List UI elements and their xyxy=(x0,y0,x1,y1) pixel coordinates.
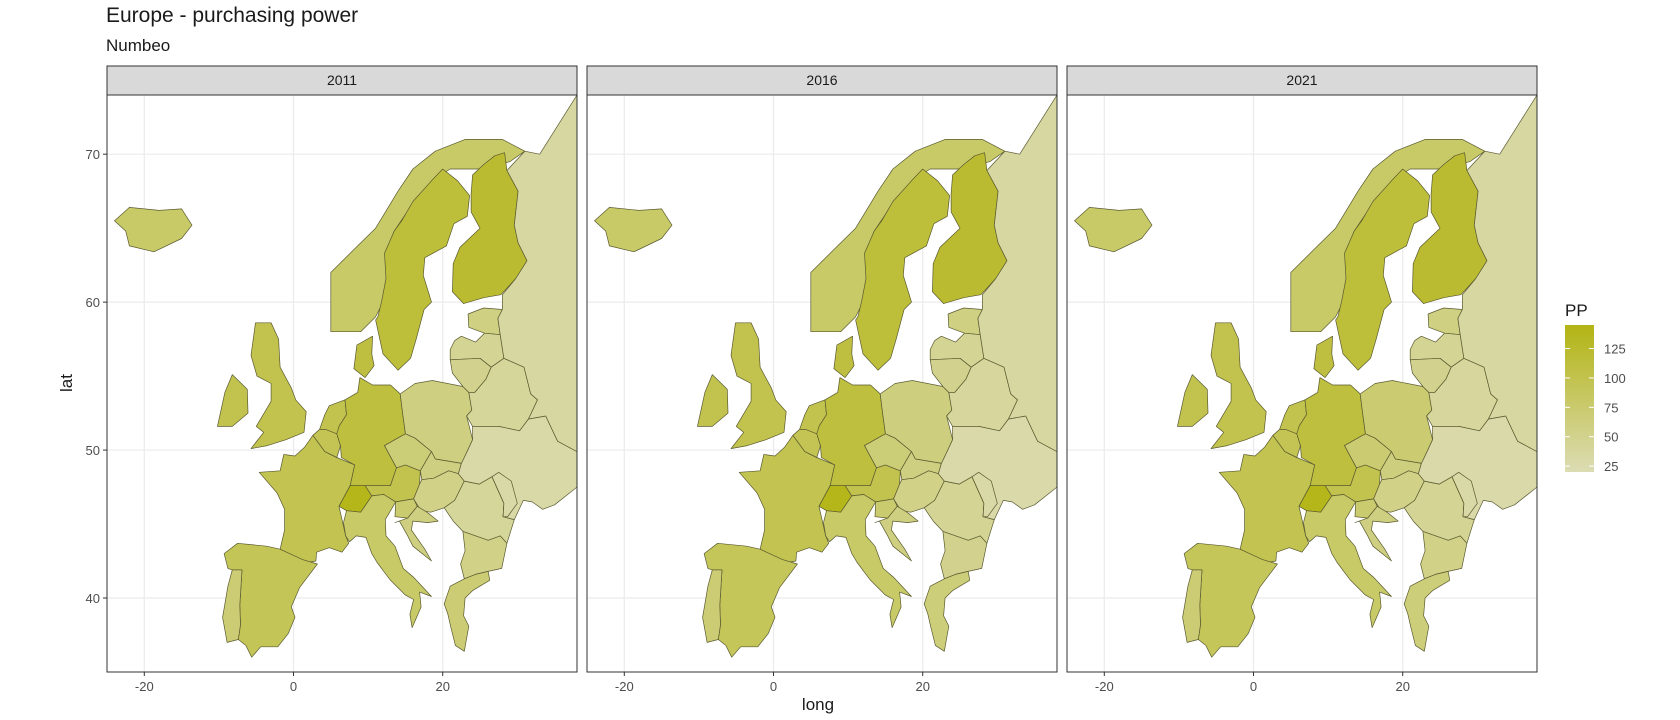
country-portugal xyxy=(702,569,723,643)
x-tick-label: 0 xyxy=(770,679,777,694)
y-axis-title: lat xyxy=(57,374,76,392)
country-denmark xyxy=(1313,335,1335,378)
country-italy xyxy=(1303,494,1392,628)
x-tick-label: 0 xyxy=(290,679,297,694)
country-denmark xyxy=(833,335,855,378)
country-portugal xyxy=(1182,569,1203,643)
x-tick-label: 20 xyxy=(915,679,929,694)
panel-border xyxy=(106,94,578,673)
country-finland xyxy=(452,152,528,304)
y-tick-label: 40 xyxy=(86,591,100,606)
country-ireland xyxy=(217,374,249,427)
x-tick-label: -20 xyxy=(1095,679,1114,694)
country-iceland xyxy=(114,207,193,253)
map-layer xyxy=(594,95,1057,658)
country-croatia xyxy=(1354,505,1399,562)
country-sweden xyxy=(1335,168,1430,371)
y-tick-label: 70 xyxy=(86,147,100,162)
country-greece xyxy=(923,571,971,652)
country-finland xyxy=(1412,152,1488,304)
legend-tick-label: 125 xyxy=(1604,342,1626,357)
legend-tick-label: 75 xyxy=(1604,400,1618,415)
x-tick-label: 20 xyxy=(1395,679,1409,694)
country-portugal xyxy=(222,569,243,643)
country-greece xyxy=(1403,571,1451,652)
country-denmark xyxy=(353,335,375,378)
chart-subtitle: Numbeo xyxy=(106,36,171,55)
x-axis-title: long xyxy=(802,695,834,714)
panel-border xyxy=(586,94,1058,673)
x-tick-label: 0 xyxy=(1250,679,1257,694)
country-russia xyxy=(497,95,577,488)
country-ireland xyxy=(697,374,729,427)
country-iceland xyxy=(1074,207,1153,253)
map-layer xyxy=(1074,95,1537,658)
facet-strip xyxy=(106,65,578,96)
y-tick-label: 60 xyxy=(86,295,100,310)
country-croatia xyxy=(874,505,919,562)
color-legend: PP 25 50 75 100 125 xyxy=(1565,301,1626,474)
country-sweden xyxy=(855,168,950,371)
country-croatia xyxy=(394,505,439,562)
country-ireland xyxy=(1177,374,1209,427)
country-united-kingdom xyxy=(1210,322,1267,449)
legend-colorbar xyxy=(1565,325,1594,472)
chart-title: Europe - purchasing power xyxy=(106,4,359,27)
facet-strip-label: 2011 xyxy=(327,72,357,88)
x-tick-label: -20 xyxy=(135,679,154,694)
country-united-kingdom xyxy=(730,322,787,449)
country-moldova xyxy=(971,471,998,518)
country-italy xyxy=(823,494,912,628)
country-italy xyxy=(343,494,432,628)
y-tick-label: 50 xyxy=(86,443,100,458)
country-moldova xyxy=(1451,471,1478,518)
country-russia xyxy=(1457,95,1537,488)
legend-tick-label: 100 xyxy=(1604,371,1626,386)
country-greece xyxy=(443,571,491,652)
legend-tick-label: 25 xyxy=(1604,459,1618,474)
panel-border xyxy=(1066,94,1538,673)
facet-panel-2011: 2011 -20 0 20 40 50 60 70 xyxy=(86,65,578,694)
country-iceland xyxy=(594,207,673,253)
facet-panel-2021: 2021 -20 0 20 xyxy=(1066,65,1538,694)
country-russia xyxy=(977,95,1057,488)
facet-strip-label: 2016 xyxy=(806,72,837,88)
country-moldova xyxy=(491,471,518,518)
map-layer xyxy=(114,95,577,658)
country-sweden xyxy=(375,168,470,371)
country-finland xyxy=(932,152,1008,304)
x-tick-label: -20 xyxy=(615,679,634,694)
country-united-kingdom xyxy=(250,322,307,449)
facet-strip xyxy=(586,65,1058,96)
x-tick-label: 20 xyxy=(435,679,449,694)
facet-strip-label: 2021 xyxy=(1286,72,1317,88)
legend-tick-label: 50 xyxy=(1604,430,1618,445)
facet-panel-2016: 2016 -20 0 20 xyxy=(586,65,1058,694)
legend-title: PP xyxy=(1565,301,1588,320)
